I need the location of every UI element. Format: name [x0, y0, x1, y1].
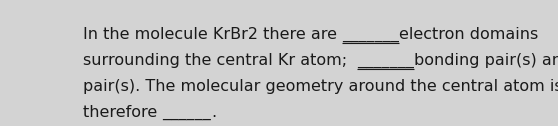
Text: _______: _______ [342, 27, 399, 42]
Text: surrounding the central Kr atom;: surrounding the central Kr atom; [83, 53, 357, 68]
Text: .: . [211, 105, 216, 120]
Text: electron domains: electron domains [399, 27, 538, 42]
Text: ______: ______ [162, 105, 211, 120]
Text: therefore: therefore [83, 105, 162, 120]
Text: _______: _______ [357, 53, 414, 68]
Text: pair(s). The molecular geometry around the central atom is: pair(s). The molecular geometry around t… [83, 79, 558, 94]
Text: bonding pair(s) and lone: bonding pair(s) and lone [414, 53, 558, 68]
Text: In the molecule KrBr2 there are: In the molecule KrBr2 there are [83, 27, 342, 42]
